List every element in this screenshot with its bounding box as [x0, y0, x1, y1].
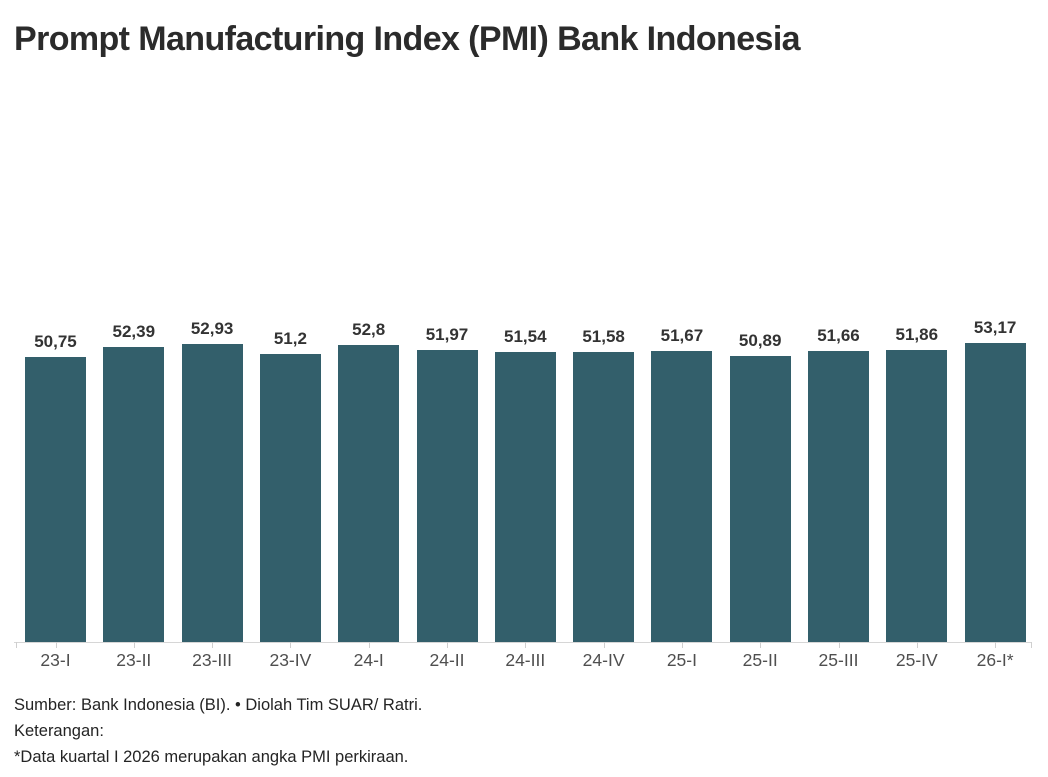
axis-tick — [995, 642, 997, 648]
bar-value-label: 51,97 — [425, 324, 469, 344]
x-axis-label: 25-I — [666, 650, 697, 670]
bar-value-label: 52,39 — [112, 322, 156, 342]
x-axis-label: 23-III — [192, 650, 233, 670]
bar — [259, 354, 321, 642]
bar-value-label: 51,58 — [582, 326, 625, 346]
bar-value-label: 51,86 — [895, 325, 939, 345]
axis-tick — [133, 642, 135, 648]
x-axis-label: 24-IV — [582, 650, 625, 670]
x-axis-label: 23-IV — [269, 650, 312, 670]
x-axis-label: 23-II — [116, 650, 152, 670]
bar-value-label: 51,67 — [660, 326, 704, 346]
chart-title: Prompt Manufacturing Index (PMI) Bank In… — [14, 20, 801, 58]
bar-value-label: 50,89 — [738, 330, 782, 350]
bar-value-label: 52,8 — [352, 320, 386, 339]
axis-tick — [838, 642, 840, 648]
bar-value-label: 53,17 — [973, 317, 1017, 337]
bar — [416, 349, 478, 642]
axis-tick — [916, 642, 918, 648]
x-axis-label: 23-I — [40, 650, 71, 670]
axis-tick — [760, 642, 762, 648]
bar-value-label: 51,54 — [504, 327, 547, 347]
chart-footer: Sumber: Bank Indonesia (BI). • Diolah Ti… — [14, 692, 422, 770]
axis-tick — [55, 642, 57, 648]
x-axis-line — [14, 642, 1032, 643]
bar-value-label: 51,66 — [817, 326, 860, 346]
footnote: *Data kuartal I 2026 merupakan angka PMI… — [14, 748, 409, 766]
bar-value-label: 51,2 — [273, 329, 307, 348]
axis-end-tick — [16, 642, 17, 648]
bar-value-label: 52,93 — [190, 319, 234, 339]
source-note: Sumber: Bank Indonesia (BI). • Diolah Ti… — [14, 696, 423, 714]
x-axis-label: 24-I — [353, 650, 384, 670]
bar-value-label: 50,75 — [34, 331, 77, 351]
x-axis-label: 26-I* — [976, 650, 1014, 670]
axis-tick — [368, 642, 370, 648]
axis-tick — [603, 642, 605, 648]
bar — [25, 356, 86, 642]
bar — [886, 350, 948, 642]
bar — [964, 342, 1026, 642]
x-axis-label: 25-III — [818, 650, 859, 670]
note-heading: Keterangan: — [14, 722, 104, 740]
bar — [729, 355, 791, 642]
bar — [494, 352, 556, 642]
x-axis-label: 24-II — [429, 650, 465, 670]
bar — [573, 351, 635, 642]
x-axis-label: 24-III — [505, 650, 546, 670]
axis-tick — [212, 642, 214, 648]
x-axis-label: 25-II — [742, 650, 778, 670]
x-axis-label: 25-IV — [895, 650, 938, 670]
axis-end-tick — [1031, 642, 1032, 648]
axis-tick — [681, 642, 683, 648]
bar — [338, 345, 400, 642]
bar — [651, 351, 713, 642]
bar — [808, 351, 869, 642]
axis-tick — [290, 642, 292, 648]
bar — [181, 344, 243, 642]
axis-tick — [525, 642, 527, 648]
bar — [103, 347, 165, 642]
axis-tick — [447, 642, 448, 648]
